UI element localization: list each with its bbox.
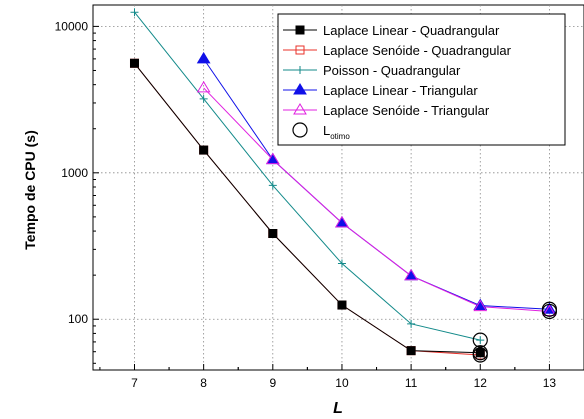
data-point-series-0 <box>129 58 139 68</box>
data-point-series-4 <box>335 215 349 228</box>
x-tick-label: 8 <box>200 376 207 390</box>
legend-entry: Laplace Senóide - Triangular <box>323 103 490 118</box>
data-point-series-4 <box>404 268 418 281</box>
y-axis-ticks: 100 1000 10000 <box>55 19 99 364</box>
legend-entry: Poisson - Quadrangular <box>323 63 461 78</box>
x-tick-label: 11 <box>405 376 418 390</box>
legend-marker <box>296 66 304 74</box>
x-axis-label: L <box>333 400 343 417</box>
data-point-series-5 <box>541 303 558 320</box>
data-point-series-2 <box>407 319 416 328</box>
data-point-series-4 <box>473 299 488 312</box>
legend-marker <box>292 122 308 138</box>
data-point-series-2 <box>199 94 208 103</box>
data-point-series-0 <box>406 346 416 356</box>
data-point-series-3 <box>196 51 211 64</box>
legend-subscript: otimo <box>330 132 350 141</box>
data-point-series-0 <box>475 348 485 358</box>
legend-marker <box>293 103 307 115</box>
data-point-series-2 <box>130 8 139 17</box>
data-point-series-0 <box>337 300 347 310</box>
data-point-series-2 <box>337 259 346 268</box>
data-point-series-4 <box>196 80 211 93</box>
y-tick-label: 10000 <box>55 19 89 33</box>
data-point-series-5 <box>472 347 488 363</box>
x-tick-label: 9 <box>269 376 276 390</box>
legend-marker <box>295 25 305 35</box>
legend-entry: Laplace Linear - Quadrangular <box>323 23 500 38</box>
legend-entry: Laplace Linear - Triangular <box>323 83 478 98</box>
series-line-4 <box>203 87 550 312</box>
x-tick-label: 7 <box>131 376 138 390</box>
x-tick-label: 13 <box>543 376 557 390</box>
data-point-series-4 <box>265 152 280 165</box>
data-point-series-0 <box>268 229 278 239</box>
data-point-series-5 <box>472 332 488 348</box>
x-axis-ticks: 7 8 9 10 11 12 13 <box>99 364 557 390</box>
series-line-0 <box>134 62 481 354</box>
data-point-series-4 <box>542 304 557 316</box>
legend-marker <box>295 45 305 55</box>
data-point-series-3 <box>473 298 488 311</box>
y-axis-label: Tempo de CPU (s) <box>22 130 38 250</box>
x-tick-label: 12 <box>474 376 488 390</box>
data-point-series-0 <box>199 145 209 155</box>
legend-entry: Laplace Senóide - Quadrangular <box>323 43 512 58</box>
y-tick-label: 100 <box>68 312 88 326</box>
series-markers <box>129 8 558 363</box>
y-tick-label: 1000 <box>61 166 88 180</box>
series-lines <box>134 11 550 356</box>
series-line-2 <box>134 11 481 341</box>
x-tick-label: 10 <box>335 376 349 390</box>
legend-box <box>277 13 566 146</box>
legend-marker <box>293 83 307 95</box>
data-point-series-2 <box>476 336 485 345</box>
data-point-series-2 <box>268 181 277 190</box>
legend: Laplace Linear - Quadrangular Laplace Sen… <box>277 13 566 146</box>
